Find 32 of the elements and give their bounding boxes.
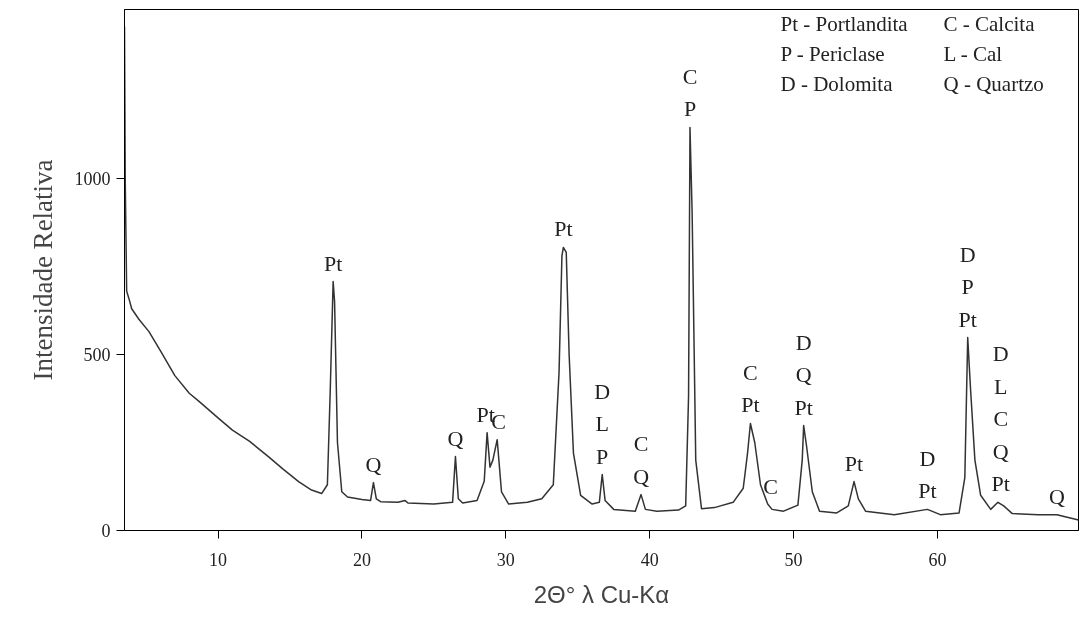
annotation: Q — [447, 425, 464, 451]
annotation: Q — [1048, 483, 1065, 509]
y-tick-label: 500 — [83, 344, 111, 365]
annotation: L - Cal — [943, 41, 1003, 66]
annotation: Pt — [554, 216, 573, 242]
annotation: D L P — [594, 378, 611, 469]
annotation: Pt — [844, 450, 864, 476]
annotation: C Pt — [741, 359, 760, 418]
x-tick-label: 50 — [784, 549, 803, 570]
annotation: Pt - Portlandita — [780, 11, 909, 36]
annotation: Pt — [323, 250, 343, 276]
x-axis-title: 2Θ° λ Cu-Kα — [533, 580, 670, 608]
annotation: P - Periclase — [780, 41, 885, 66]
x-tick-label: 30 — [496, 549, 515, 570]
annotation: D Pt — [918, 445, 937, 504]
x-tick-label: 40 — [640, 549, 659, 570]
annotation: Q — [365, 451, 382, 477]
annotation: C - Calcita — [943, 11, 1036, 36]
annotation: D Q Pt — [794, 329, 813, 420]
annotation: C Q — [633, 431, 650, 489]
annotation: C P — [682, 63, 698, 122]
annotation: Q - Quartzo — [943, 71, 1044, 96]
y-tick-label: 0 — [101, 521, 111, 541]
y-tick-label: 1000 — [74, 168, 111, 189]
annotation: C — [763, 474, 778, 500]
y-axis-title: Intensidade Relativa — [27, 159, 58, 381]
annotation: D - Dolomita — [780, 71, 894, 96]
x-tick-label: 60 — [928, 549, 947, 570]
annotation: D P Pt — [958, 241, 977, 332]
annotation: D L C Q Pt — [991, 341, 1010, 497]
x-tick-label: 10 — [209, 549, 228, 570]
x-tick-label: 20 — [352, 549, 371, 570]
